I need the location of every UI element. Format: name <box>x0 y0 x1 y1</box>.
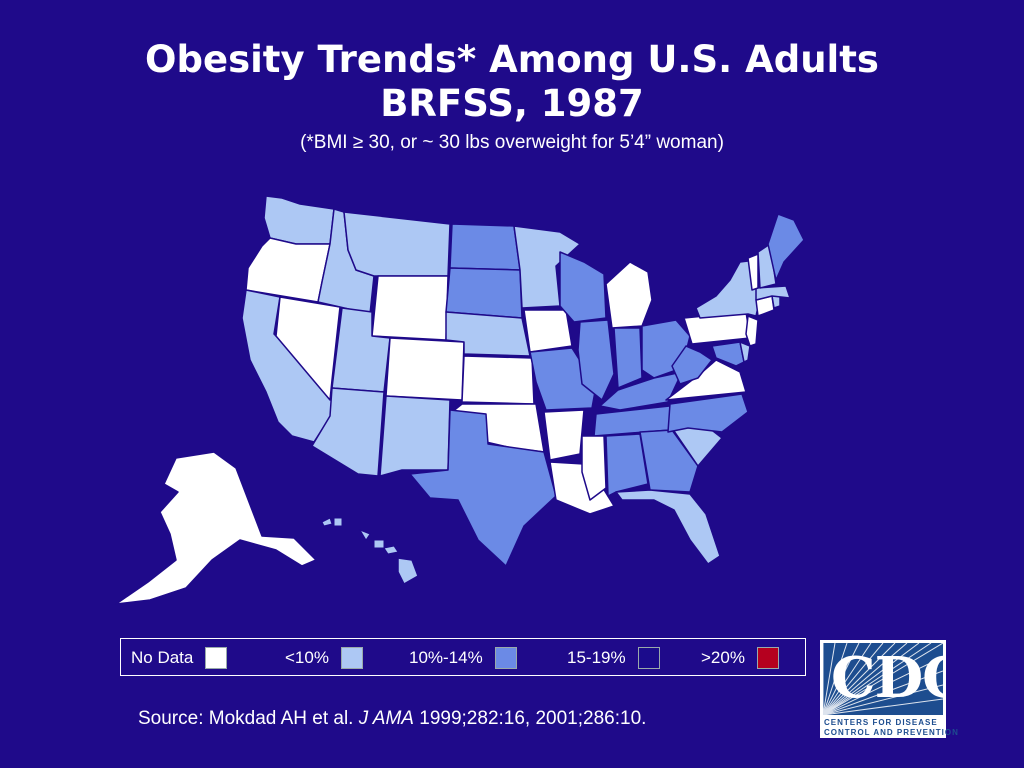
state-north-dakota: North Dakota <box>449 223 521 271</box>
legend-gt20-swatch <box>756 647 779 669</box>
us-states-map: WashingtonOregonCaliforniaNevadaIdahoMon… <box>115 195 805 605</box>
state-maine: Maine <box>767 213 805 281</box>
state-minnesota: Minnesota <box>513 225 581 309</box>
legend-lt10: <10% <box>285 639 363 677</box>
legend-no-data: No Data <box>131 639 228 677</box>
state-vermont: Vermont <box>747 253 759 291</box>
state-kansas: Kansas <box>461 355 535 405</box>
state-washington: Washington <box>263 195 335 245</box>
state-wyoming: Wyoming <box>371 275 449 341</box>
state-hawaii-island-1 <box>321 517 333 527</box>
title-line-1: Obesity Trends* Among U.S. Adults <box>145 38 879 81</box>
legend-lt10-label: <10% <box>285 648 329 667</box>
state-alabama: Alabama <box>605 433 649 497</box>
legend-lt10-swatch <box>340 647 363 669</box>
legend: No Data <10% 10%-14% 15-19% >20% <box>120 638 806 676</box>
legend-15-19: 15-19% <box>567 639 660 677</box>
state-hawaii-island-5 <box>383 545 399 555</box>
state-hawaii-island-4 <box>373 539 385 549</box>
state-massachusetts: Massachusetts <box>755 285 791 301</box>
state-california: California <box>241 289 335 443</box>
state-michigan: Michigan <box>605 261 653 329</box>
source-suffix: 1999;282:16, 2001;286:10. <box>413 708 647 729</box>
state-nebraska: Nebraska <box>445 311 531 357</box>
legend-10-14-swatch <box>494 647 517 669</box>
title-line-2: BRFSS, 1987 <box>380 82 644 125</box>
state-rhode-island: Rhode Island <box>771 295 781 309</box>
legend-gt20: >20% <box>701 639 779 677</box>
cdc-logo-mark: CDC <box>831 645 943 711</box>
source-citation: Source: Mokdad AH et al. J AMA 1999;282:… <box>138 708 646 730</box>
state-arizona: Arizona <box>311 387 385 477</box>
state-indiana: Indiana <box>613 327 643 389</box>
state-colorado: Colorado <box>385 337 465 401</box>
cdc-logo-line-2: CONTROL AND PREVENTION <box>824 728 959 737</box>
state-south-dakota: South Dakota <box>445 267 523 319</box>
state-hawaii: Hawaii <box>397 557 419 585</box>
legend-15-19-swatch <box>637 647 660 669</box>
state-georgia: Georgia <box>639 429 699 493</box>
state-new-jersey: New Jersey <box>745 315 759 347</box>
state-mississippi: Mississippi <box>581 435 607 501</box>
slide-title: Obesity Trends* Among U.S. Adults BRFSS,… <box>0 38 1024 126</box>
source-journal: J AMA <box>358 708 414 729</box>
state-west-virginia: West Virginia <box>671 345 713 385</box>
state-new-mexico: New Mexico <box>379 395 451 477</box>
source-prefix: Source: Mokdad AH et al. <box>138 708 359 729</box>
cdc-logo-mark-panel: CDC <box>823 643 943 715</box>
legend-no-data-label: No Data <box>131 648 194 667</box>
state-hawaii-island-2 <box>333 517 343 527</box>
state-montana: Montana <box>343 211 451 277</box>
cdc-rays-icon <box>823 643 943 715</box>
state-hawaii-island-3 <box>358 528 371 541</box>
state-alaska: Alaska <box>115 451 317 605</box>
legend-no-data-swatch <box>205 647 228 669</box>
legend-10-14-label: 10%-14% <box>409 648 483 667</box>
state-wisconsin: Wisconsin <box>559 251 607 323</box>
cdc-logo-line-1: CENTERS FOR DISEASE <box>824 718 938 727</box>
state-delaware: Delaware <box>739 341 751 363</box>
states-layer: WashingtonOregonCaliforniaNevadaIdahoMon… <box>115 195 805 605</box>
state-maryland: Maryland <box>711 341 745 367</box>
legend-gt20-label: >20% <box>701 648 745 667</box>
legend-10-14: 10%-14% <box>409 639 517 677</box>
bmi-footnote: (*BMI ≥ 30, or ~ 30 lbs overweight for 5… <box>300 132 724 153</box>
legend-15-19-label: 15-19% <box>567 648 626 667</box>
state-arkansas: Arkansas <box>543 409 585 461</box>
state-texas: Texas <box>409 409 557 567</box>
state-illinois: Illinois <box>577 319 615 401</box>
state-florida: Florida <box>615 489 721 565</box>
state-north-carolina: North Carolina <box>667 393 749 433</box>
state-iowa: Iowa <box>523 309 573 353</box>
cdc-logo: CDC CENTERS FOR DISEASE CONTROL AND PREV… <box>820 640 958 738</box>
